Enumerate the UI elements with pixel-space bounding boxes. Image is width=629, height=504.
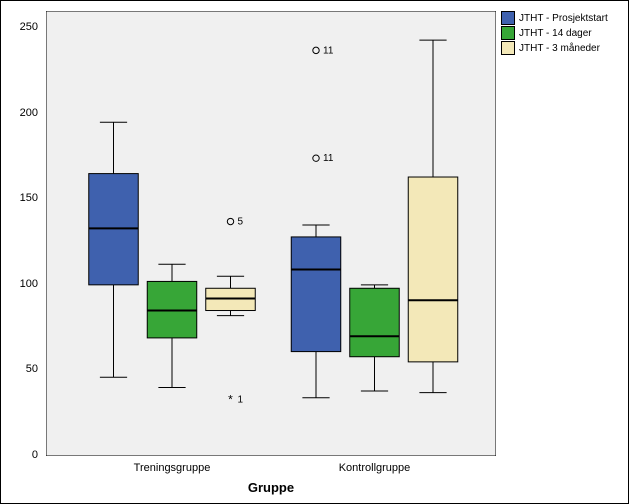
legend-label: JTHT - 14 dager (519, 27, 592, 40)
box-series-0 (291, 237, 341, 352)
x-category-label: Kontrollgruppe (315, 462, 435, 474)
legend-swatch (501, 11, 515, 25)
outlier-label: 1 (238, 395, 244, 406)
legend-swatch (501, 41, 515, 55)
chart-container: 5*11111050100150200250TreningsgruppeKont… (0, 0, 629, 504)
y-tick-label: 50 (26, 363, 38, 375)
x-category-label: Treningsgruppe (112, 462, 232, 474)
legend-swatch (501, 26, 515, 40)
legend-label: JTHT - 3 måneder (519, 42, 600, 55)
y-tick-label: 0 (32, 449, 38, 461)
plot-area: 5*11111 (46, 11, 496, 456)
legend-item: JTHT - Prosjektstart (501, 11, 608, 25)
box-series-2 (408, 177, 458, 362)
legend-item: JTHT - 14 dager (501, 26, 608, 40)
legend: JTHT - Prosjektstart JTHT - 14 dager JTHT … (501, 11, 608, 56)
outlier-label: 11 (323, 153, 334, 164)
legend-item: JTHT - 3 måneder (501, 41, 608, 55)
outlier-label: 5 (238, 217, 244, 228)
x-axis-title: Gruppe (46, 480, 496, 495)
y-tick-label: 150 (20, 192, 38, 204)
outlier-label: 11 (323, 45, 334, 56)
y-tick-label: 200 (20, 107, 38, 119)
box-series-1 (350, 288, 400, 356)
legend-label: JTHT - Prosjektstart (519, 12, 608, 25)
outlier-star: * (228, 393, 233, 407)
y-tick-label: 100 (20, 278, 38, 290)
y-tick-label: 250 (20, 21, 38, 33)
